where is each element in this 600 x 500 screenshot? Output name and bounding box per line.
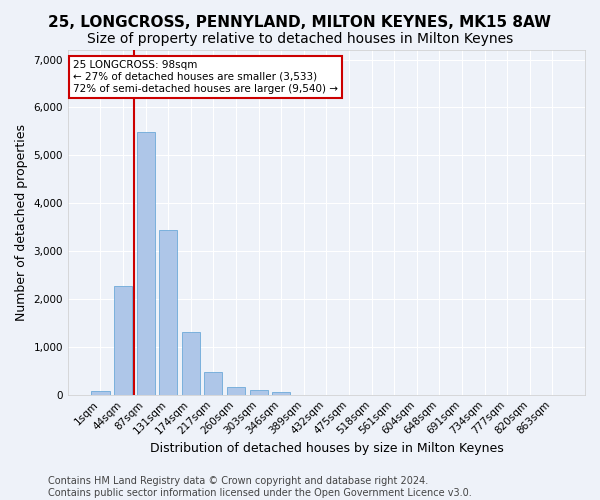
Text: 25, LONGCROSS, PENNYLAND, MILTON KEYNES, MK15 8AW: 25, LONGCROSS, PENNYLAND, MILTON KEYNES,… bbox=[49, 15, 551, 30]
Bar bbox=[114, 286, 132, 395]
Text: 25 LONGCROSS: 98sqm
← 27% of detached houses are smaller (3,533)
72% of semi-det: 25 LONGCROSS: 98sqm ← 27% of detached ho… bbox=[73, 60, 338, 94]
Bar bbox=[159, 230, 177, 394]
Bar bbox=[182, 332, 200, 394]
Y-axis label: Number of detached properties: Number of detached properties bbox=[15, 124, 28, 321]
Text: Size of property relative to detached houses in Milton Keynes: Size of property relative to detached ho… bbox=[87, 32, 513, 46]
X-axis label: Distribution of detached houses by size in Milton Keynes: Distribution of detached houses by size … bbox=[149, 442, 503, 455]
Bar bbox=[227, 387, 245, 394]
Bar bbox=[205, 372, 223, 394]
Bar bbox=[250, 390, 268, 394]
Text: Contains HM Land Registry data © Crown copyright and database right 2024.
Contai: Contains HM Land Registry data © Crown c… bbox=[48, 476, 472, 498]
Bar bbox=[137, 132, 155, 394]
Bar bbox=[272, 392, 290, 394]
Bar bbox=[91, 391, 110, 394]
